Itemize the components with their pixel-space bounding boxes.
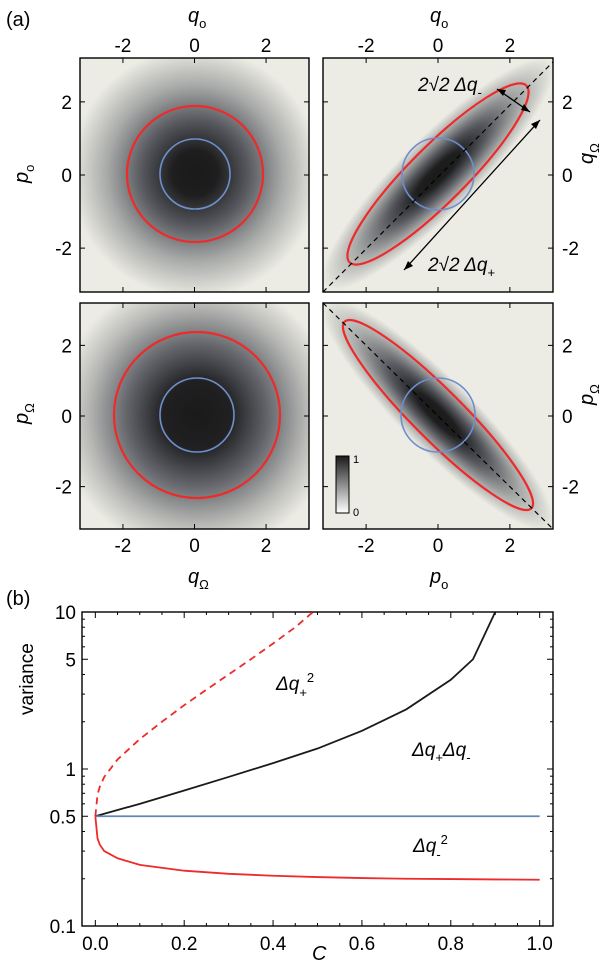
y-tick-label: 1 bbox=[65, 760, 76, 781]
x-tick-label-top: -2 bbox=[358, 36, 375, 57]
colorbar-gradient bbox=[335, 455, 350, 514]
axis-label-top-left-left: po bbox=[11, 165, 37, 184]
density-blob bbox=[80, 303, 309, 529]
y-tick-label-right: 0 bbox=[562, 166, 573, 187]
y-tick-label-left: 0 bbox=[61, 166, 72, 187]
y-tick-label-left: 0 bbox=[61, 407, 72, 428]
red-contour bbox=[346, 82, 530, 266]
colorbar-min-label: 0 bbox=[353, 507, 359, 519]
series-line-0 bbox=[94, 611, 314, 817]
density-blob bbox=[323, 303, 553, 529]
axis-label-bottom-right-right: pΩ bbox=[576, 384, 602, 406]
arrowhead bbox=[521, 104, 530, 112]
label-dq-product: Δq+Δq- bbox=[411, 740, 471, 765]
x-tick-label-bottom: 0 bbox=[433, 536, 444, 557]
red-contour bbox=[112, 330, 282, 500]
plot-area-b bbox=[94, 611, 540, 881]
y-tick-label-right: 2 bbox=[562, 93, 573, 114]
dashed-diagonal bbox=[323, 61, 553, 292]
axis-label-top-right-top: qo bbox=[430, 5, 448, 31]
arrowhead bbox=[497, 89, 506, 96]
x-tick-label-top: 0 bbox=[189, 36, 200, 57]
blue-contour bbox=[401, 137, 475, 211]
density-blob bbox=[80, 58, 309, 292]
x-tick-label: 0.2 bbox=[171, 934, 197, 955]
x-tick-label-bottom: 2 bbox=[505, 536, 516, 557]
x-tick-label-bottom: 0 bbox=[189, 536, 200, 557]
y-tick-label-right: -2 bbox=[562, 239, 579, 260]
blue-contour bbox=[400, 377, 476, 453]
y-tick-label: 5 bbox=[65, 650, 76, 671]
y-tick-label: 0.5 bbox=[50, 807, 76, 828]
subplot-top-right bbox=[323, 58, 553, 292]
y-tick-label-left: 2 bbox=[61, 336, 72, 357]
x-tick-label: 0.0 bbox=[82, 934, 108, 955]
panel-b-axes: 0.0 0.2 0.4 0.6 0.8 1.0 10 5 1 0.5 0.1 bbox=[50, 603, 553, 955]
y-tick-label: 10 bbox=[55, 603, 76, 624]
colorbar-max-label: 1 bbox=[353, 454, 359, 466]
x-tick-label: 0.6 bbox=[349, 934, 375, 955]
x-tick-label-bottom: 2 bbox=[261, 536, 272, 557]
x-axis-label: C bbox=[312, 943, 327, 965]
subplot-bottom-right bbox=[323, 303, 553, 529]
blue-contour bbox=[159, 138, 231, 210]
x-tick-label: 0.4 bbox=[260, 934, 287, 955]
subplot-top-left bbox=[80, 58, 309, 292]
x-tick-label-top: 0 bbox=[433, 36, 444, 57]
subplot-bottom-left bbox=[80, 303, 309, 529]
y-tick-label-right: -2 bbox=[562, 478, 579, 499]
label-dq-minus-squared: Δq-2 bbox=[412, 832, 448, 862]
colorbar: 1 0 bbox=[335, 454, 359, 519]
blue-contour bbox=[159, 377, 235, 453]
y-tick-label-left: 2 bbox=[61, 93, 72, 114]
annotation-dq-plus: 2√2 Δq+ bbox=[427, 255, 495, 280]
annotation-dq-minus: 2√2 Δq- bbox=[417, 75, 482, 100]
x-tick-label: 0.8 bbox=[438, 934, 464, 955]
x-tick-label-top: -2 bbox=[114, 36, 131, 57]
arrowhead bbox=[531, 120, 540, 129]
y-axis-label: variance bbox=[17, 643, 38, 715]
axis-label-top-left-top: qo bbox=[188, 5, 206, 31]
axis-label-bottom-left-left: pΩ bbox=[11, 403, 37, 425]
red-contour bbox=[125, 104, 265, 244]
arrow-dq-plus bbox=[403, 119, 541, 271]
panel-b-label: (b) bbox=[6, 588, 30, 610]
label-dq-plus-squared: Δq+2 bbox=[275, 670, 314, 700]
y-tick-label: 0.1 bbox=[50, 917, 76, 938]
series-line-3 bbox=[94, 816, 540, 881]
density-blob bbox=[323, 58, 553, 291]
x-tick-label-bottom: -2 bbox=[358, 536, 375, 557]
x-tick-label-top: 2 bbox=[505, 36, 516, 57]
y-tick-label-left: -2 bbox=[55, 478, 72, 499]
x-tick-label: 1.0 bbox=[526, 934, 552, 955]
panel-a-axes: -2 0 2 -2 0 2 -2 0 2 -2 0 2 -2 0 2 -2 0 2 -2 0 2 -2 0 2 bbox=[55, 36, 579, 557]
x-tick-label-top: 2 bbox=[261, 36, 272, 57]
y-tick-label-left: -2 bbox=[55, 239, 72, 260]
axis-label-bottom-right-bottom: po bbox=[429, 566, 448, 592]
y-tick-label-right: 2 bbox=[562, 336, 573, 357]
arrowhead bbox=[404, 261, 413, 270]
y-tick-label-right: 0 bbox=[562, 407, 573, 428]
panel-a-label: (a) bbox=[6, 9, 30, 31]
series-line-1 bbox=[95, 611, 497, 818]
axis-label-bottom-left-bottom: qΩ bbox=[188, 566, 209, 592]
axis-label-top-right-right: qΩ bbox=[576, 143, 602, 164]
x-tick-label-bottom: -2 bbox=[114, 536, 131, 557]
